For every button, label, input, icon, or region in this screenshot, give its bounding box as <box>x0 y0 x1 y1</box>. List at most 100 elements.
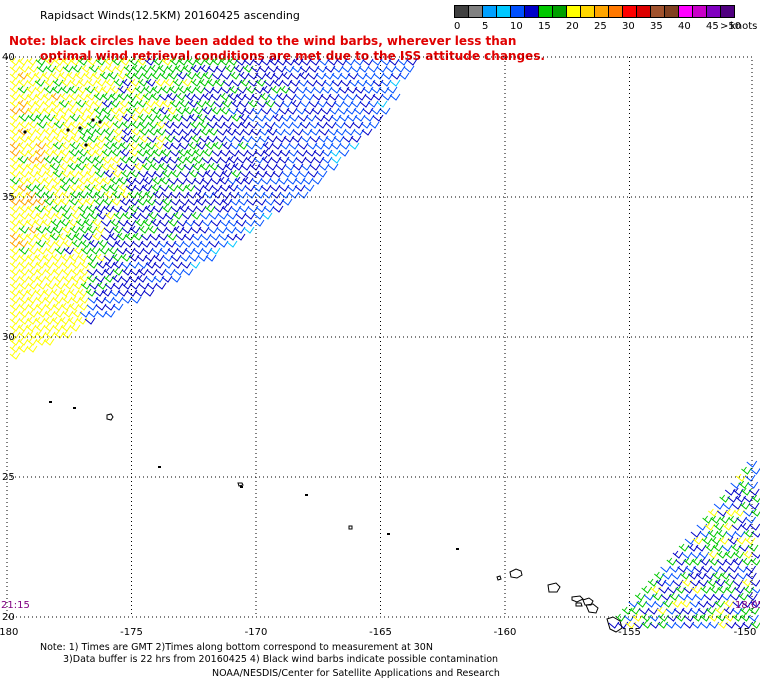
wind-barb <box>167 218 179 227</box>
wind-barb <box>221 204 233 213</box>
wind-barb-shape <box>353 58 365 66</box>
wind-barb <box>307 170 319 178</box>
wind-barb <box>298 71 310 80</box>
wind-barb <box>201 219 213 227</box>
wind-barb-shape <box>9 282 21 290</box>
legend-label: 10 <box>510 21 523 32</box>
wind-barb-shape <box>155 268 167 276</box>
wind-barb-shape <box>747 544 759 552</box>
legend-label: 0 <box>454 21 461 32</box>
wind-barb-shape <box>158 219 170 227</box>
legend-label: 45 <box>706 21 719 32</box>
wind-barb-shape <box>734 509 745 517</box>
wind-barb-shape <box>123 240 135 248</box>
wind-barb <box>103 169 115 178</box>
wind-barb <box>167 183 179 192</box>
lon-tick-label: -170 <box>245 627 268 638</box>
wind-barb <box>203 57 215 66</box>
wind-barb <box>9 281 21 290</box>
wind-barb <box>343 121 355 129</box>
wind-barb-shape <box>725 530 737 538</box>
wind-barb <box>85 169 97 178</box>
wind-barb <box>95 57 107 66</box>
wind-barb <box>70 260 82 269</box>
wind-barb-shape <box>281 72 293 80</box>
wind-barb <box>88 211 100 220</box>
wind-barb-shape <box>54 247 66 255</box>
wind-barb-shape <box>146 268 158 276</box>
wind-barb-shape <box>236 191 248 199</box>
wind-barb-shape <box>244 212 256 220</box>
wind-barb <box>714 606 726 615</box>
wind-barb-shape <box>332 65 344 73</box>
wind-barb <box>114 239 126 248</box>
wind-barb <box>178 142 190 150</box>
wind-barb-shape <box>225 226 237 234</box>
wind-barb <box>299 65 311 73</box>
wind-barb <box>647 578 659 587</box>
wind-barb <box>154 78 166 87</box>
wind-barb-shape <box>344 128 356 136</box>
wind-barb-shape <box>241 135 253 143</box>
wind-barb <box>153 261 165 269</box>
wind-barb-shape <box>35 58 47 66</box>
wind-barb-shape <box>277 177 289 185</box>
wind-barb-shape <box>52 191 64 199</box>
wind-barb <box>221 169 233 178</box>
wind-barb-shape <box>725 621 737 629</box>
lon-tick-label: -165 <box>369 627 392 638</box>
wind-barb-shape <box>27 121 39 129</box>
wind-barb <box>720 593 732 601</box>
wind-barb <box>691 585 703 594</box>
wind-barb <box>68 127 80 136</box>
wind-barb <box>166 106 178 115</box>
wind-barb <box>69 78 81 87</box>
wind-barb-shape <box>53 135 65 143</box>
wind-barb <box>9 218 21 227</box>
wind-barb-shape <box>212 114 224 122</box>
wind-barb-shape <box>134 86 146 94</box>
wind-barb <box>406 58 418 66</box>
wind-barb-shape <box>697 600 709 608</box>
wind-barb <box>260 107 272 115</box>
legend-label: 40 <box>678 21 691 32</box>
wind-barb-shape <box>292 128 304 136</box>
wind-barb <box>71 309 83 318</box>
wind-barb-shape <box>251 177 263 185</box>
wind-barb <box>82 232 94 241</box>
wind-barb-shape <box>243 58 255 66</box>
wind-barb <box>143 85 155 94</box>
wind-barb <box>199 240 211 248</box>
wind-barb-shape <box>272 170 284 178</box>
wind-barb <box>132 71 144 80</box>
wind-barb <box>741 600 753 608</box>
wind-barb <box>195 141 207 150</box>
wind-barb-shape <box>300 163 312 171</box>
wind-barb-shape <box>97 240 109 248</box>
wind-barb <box>103 226 115 234</box>
wind-barb <box>707 529 719 538</box>
wind-barb-shape <box>76 107 88 115</box>
wind-barb <box>294 184 306 192</box>
wind-barb <box>241 135 253 143</box>
wind-barb <box>103 267 115 276</box>
wind-barb <box>321 156 333 164</box>
wind-barb-shape <box>94 128 106 136</box>
wind-barb <box>162 141 174 150</box>
wind-barb-shape <box>379 107 391 115</box>
wind-barb <box>263 205 275 213</box>
legend-label: 30 <box>622 21 635 32</box>
wind-barb <box>50 218 62 227</box>
wind-barb <box>9 344 21 353</box>
wind-barb-shape <box>328 107 340 115</box>
wind-barb-shape <box>750 467 760 475</box>
wind-barb-shape <box>52 261 64 269</box>
wind-barb-shape <box>166 163 178 171</box>
wind-barb-shape <box>353 107 365 115</box>
wind-barb-shape <box>34 86 46 94</box>
wind-barb <box>51 288 63 297</box>
wind-barb <box>9 260 21 269</box>
wind-barb-shape <box>294 184 306 192</box>
wind-barb <box>53 211 65 220</box>
wind-barb-shape <box>728 572 739 580</box>
